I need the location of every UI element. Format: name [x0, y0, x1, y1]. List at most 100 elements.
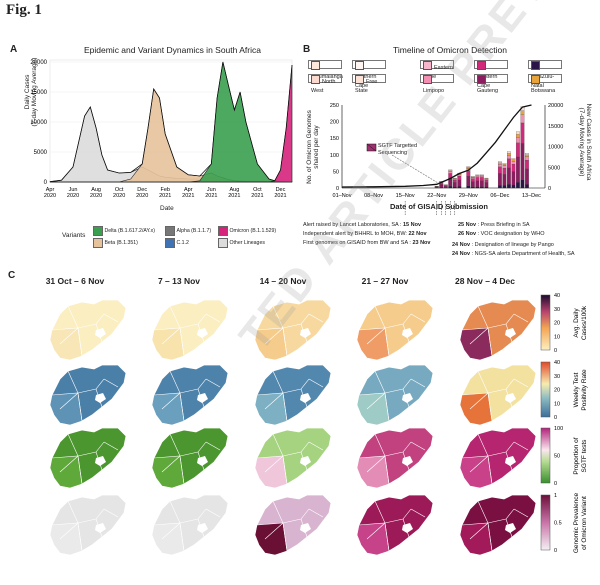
province-map — [49, 427, 127, 489]
lesotho-blank — [505, 328, 516, 338]
map-region — [356, 327, 390, 361]
province-border — [410, 378, 426, 388]
province-border — [308, 441, 324, 451]
province-border — [384, 392, 390, 422]
colorbar-tick-label: 0 — [554, 548, 557, 554]
lesotho-blank — [197, 523, 208, 533]
lesotho-blank — [402, 328, 413, 338]
province-border — [103, 378, 119, 388]
legend-delta: Delta (B.1.617.2/AY.x) — [93, 226, 155, 236]
x-tick-label: 22–Nov — [427, 193, 446, 199]
map-region — [49, 392, 83, 426]
lesotho-blank — [505, 456, 516, 466]
genome-bar-segment — [475, 177, 480, 181]
legend-other: Other Lineages — [218, 238, 265, 248]
genome-bar-segment — [448, 171, 453, 174]
province-name: Western Cape — [477, 74, 498, 89]
y-right-tick-label: 20000 — [548, 103, 563, 109]
province-border — [487, 327, 493, 357]
genome-bar-segment — [475, 175, 480, 178]
y-tick-label: 0 — [44, 180, 48, 186]
sgtf-label: SGTF Targetted Sequencing — [378, 143, 418, 156]
province-border — [487, 392, 493, 422]
province-border — [513, 508, 529, 518]
genome-bar-segment — [525, 184, 529, 189]
map-region — [356, 455, 390, 489]
event-date: 26 Nov — [458, 231, 477, 237]
genome-bar-segment — [507, 151, 511, 154]
province-name: KwaZulu-Natal — [531, 74, 555, 89]
legend-omicron: Omicron (B.1.1.529) — [218, 226, 276, 236]
legend-swatch — [165, 226, 175, 236]
panel-a-title: Epidemic and Variant Dynamics in South A… — [83, 45, 261, 55]
province-swatch — [531, 75, 540, 84]
province-name: Free State — [355, 79, 378, 94]
event-text: Alert raised by Lancet Laboratories, SA … — [303, 222, 403, 228]
map-region — [151, 327, 185, 361]
province-border — [308, 313, 324, 323]
province-border — [282, 392, 288, 422]
legend-label: Delta (B.1.617.2/AY.x) — [104, 228, 156, 234]
event-date: 24 Nov — [452, 242, 471, 248]
event-line: Independent alert by BHHRL to MOH, BW: 2… — [303, 231, 427, 238]
lesotho-blank — [197, 393, 208, 403]
province-border — [513, 313, 529, 323]
map-region — [151, 392, 185, 426]
legend-label: Other Lineages — [229, 240, 265, 246]
colorbar-tick-label: 30 — [554, 374, 560, 380]
province-map — [151, 494, 229, 556]
province-border — [205, 378, 221, 388]
legend-swatch — [93, 238, 103, 248]
map-region — [151, 522, 185, 556]
y-left-tick-label: 200 — [330, 120, 339, 126]
genome-bar-segment — [497, 166, 502, 174]
province-map — [459, 427, 537, 489]
genome-bar-segment — [470, 181, 475, 187]
genome-bar-segment — [502, 165, 507, 169]
genome-bar-segment — [466, 185, 471, 189]
x-tick-label: 01–Nov — [333, 193, 352, 199]
province-border — [179, 522, 185, 552]
week-header: 21 – 27 Nov — [361, 276, 409, 286]
legend-swatch — [218, 238, 228, 248]
lesotho-blank — [300, 393, 311, 403]
week-header: 31 Oct – 6 Nov — [45, 276, 105, 286]
panel-b-xlabel: Date of GISAID Submission — [390, 202, 488, 211]
province-legend-item: North West — [308, 74, 342, 94]
province-border — [487, 522, 493, 552]
y-left-tick-label: 0 — [336, 186, 339, 192]
legend-swatch — [218, 226, 228, 236]
genome-bar-segment — [507, 184, 511, 189]
province-map — [356, 494, 434, 556]
genome-bar-segment — [502, 167, 507, 175]
x-tick-label: Apr 2020 — [44, 187, 56, 199]
province-border — [308, 508, 324, 518]
genome-bar-segment — [479, 174, 484, 176]
province-border — [282, 455, 288, 485]
genome-bar-segment — [525, 156, 529, 161]
x-tick-label: Feb 2021 — [159, 187, 171, 199]
province-border — [179, 392, 185, 422]
panel-a-xlabel: Date — [160, 205, 174, 212]
genome-bar-segment — [470, 186, 475, 189]
lesotho-blank — [197, 456, 208, 466]
genome-bar-segment — [502, 162, 507, 165]
province-border — [410, 441, 426, 451]
province-border — [410, 508, 426, 518]
province-legend-item: Botswana — [528, 74, 562, 94]
week-header: 14 – 20 Nov — [259, 276, 307, 286]
lesotho-blank — [300, 328, 311, 338]
province-name: North West — [311, 79, 336, 94]
map-region — [459, 327, 493, 361]
province-swatch — [355, 75, 364, 84]
province-legend-item: Limpopo — [420, 74, 454, 94]
genome-bar-segment — [507, 155, 511, 159]
lesotho-blank — [300, 523, 311, 533]
x-tick-label: Aug 2021 — [228, 187, 240, 199]
genome-bar-segment — [452, 179, 457, 183]
event-line: First genomes on GISAID from BW and SA :… — [303, 240, 430, 247]
map-region — [254, 455, 288, 489]
province-name: Mpumalanga — [311, 74, 343, 80]
province-border — [205, 313, 221, 323]
event-text: First genomes on GISAID from BW and SA : — [303, 240, 413, 246]
